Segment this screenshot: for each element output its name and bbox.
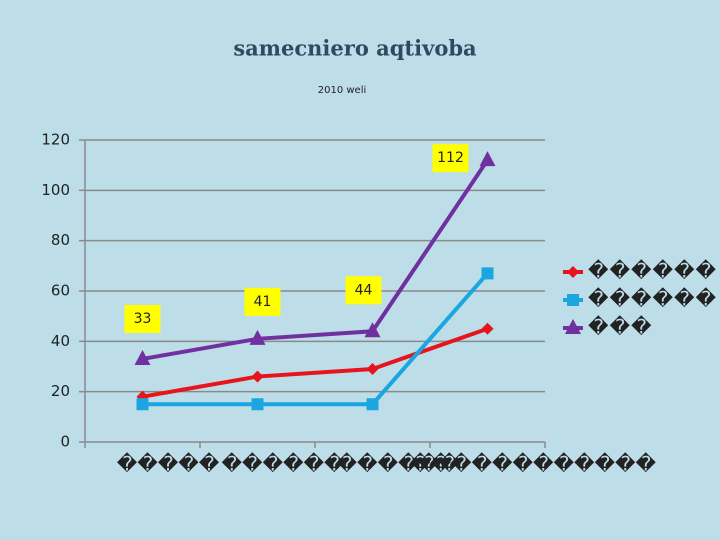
marker — [251, 370, 264, 383]
y-tick-label: 80 — [51, 231, 70, 249]
data-label: 112 — [437, 150, 464, 166]
y-tick-label: 20 — [51, 382, 70, 400]
data-label: 44 — [355, 282, 373, 298]
marker — [366, 363, 379, 376]
data-label-box — [244, 287, 281, 316]
marker — [136, 398, 149, 411]
legend-label: ������ — [588, 259, 717, 283]
y-tick-label: 60 — [51, 282, 70, 300]
marker — [134, 349, 151, 365]
marker — [565, 319, 581, 334]
marker — [481, 322, 494, 335]
series-line — [142, 326, 489, 399]
marker — [364, 322, 381, 338]
data-label-box — [432, 144, 469, 173]
y-tick-label: 100 — [41, 181, 70, 199]
chart-subtitle: 2010 weli — [318, 85, 367, 96]
marker — [249, 329, 266, 345]
data-label: 33 — [134, 311, 152, 327]
y-tick-label: 40 — [51, 332, 70, 350]
x-tick-label: ����� — [117, 452, 220, 476]
legend-label: ��� — [588, 315, 653, 339]
y-tick-label: 120 — [41, 131, 70, 149]
x-tick-label: ������ — [221, 452, 345, 476]
marker — [366, 398, 379, 411]
marker — [567, 294, 579, 306]
marker — [479, 151, 496, 167]
x-tick-label: ������ — [336, 452, 460, 476]
y-tick-label: 0 — [60, 433, 70, 451]
legend-label: ������ — [588, 287, 717, 311]
data-label-box — [124, 304, 161, 333]
marker — [567, 266, 579, 278]
x-tick-label: ������������ — [410, 452, 657, 476]
data-label-box — [345, 276, 382, 305]
marker — [251, 398, 264, 411]
series-line — [142, 159, 490, 361]
series-line — [142, 272, 490, 407]
chart-title: samecniero aqtivoba — [233, 36, 477, 61]
data-label: 41 — [254, 294, 272, 310]
marker — [481, 267, 494, 280]
